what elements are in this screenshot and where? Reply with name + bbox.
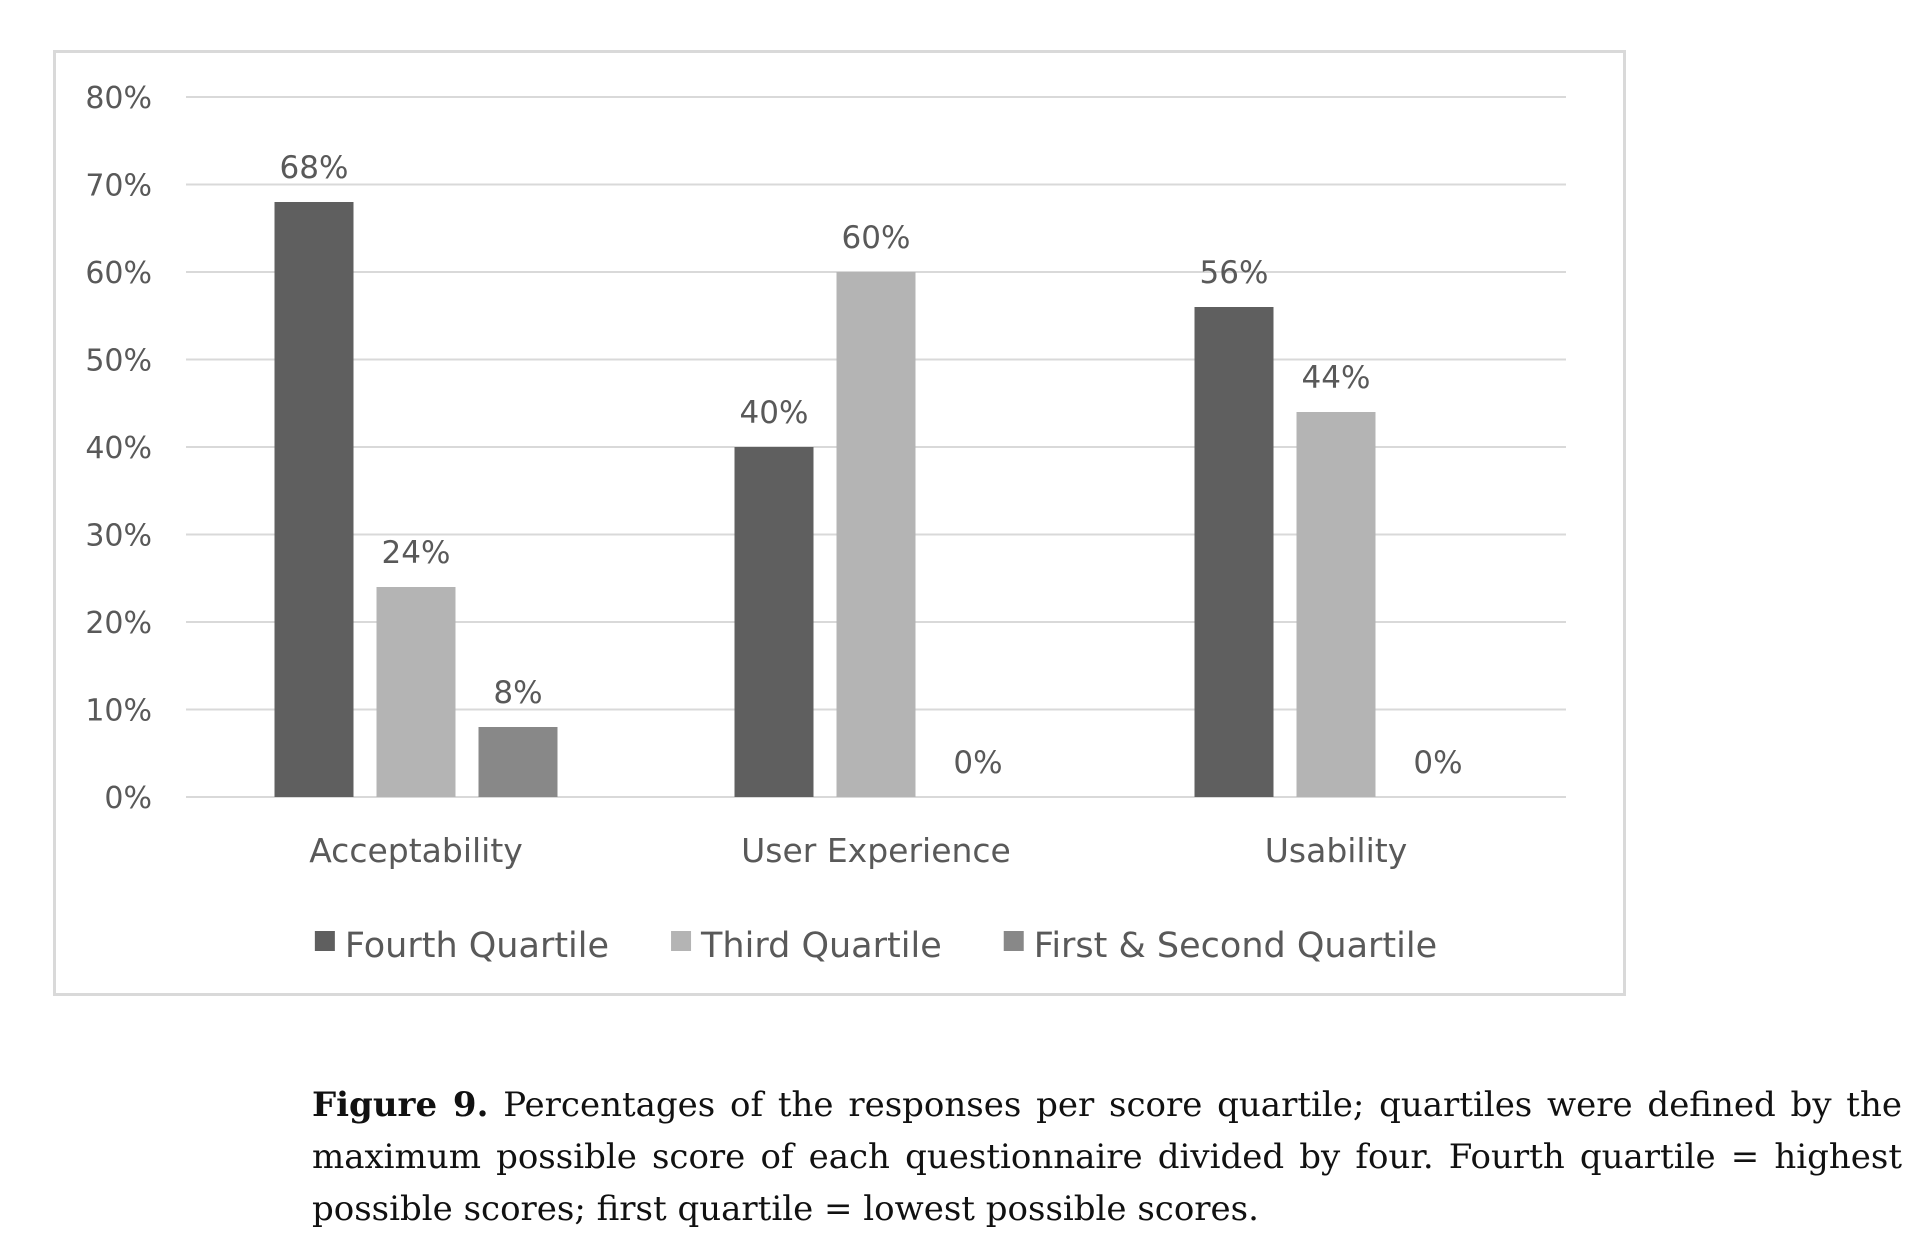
x-category-label: Usability xyxy=(1265,831,1408,870)
data-label: 56% xyxy=(1200,255,1269,291)
y-tick-label: 70% xyxy=(85,169,152,204)
legend-swatch xyxy=(314,931,335,951)
y-tick-label: 60% xyxy=(85,256,152,291)
y-tick-label: 10% xyxy=(85,694,152,729)
y-tick-label: 0% xyxy=(104,781,152,816)
data-label: 0% xyxy=(1413,745,1462,781)
bar xyxy=(1296,412,1376,797)
bar xyxy=(836,272,916,797)
x-category-label: Acceptability xyxy=(309,831,523,870)
figure-caption: Figure 9. Percentages of the responses p… xyxy=(312,1079,1902,1235)
x-category-label: User Experience xyxy=(741,831,1011,870)
y-tick-label: 30% xyxy=(85,519,152,554)
legend-swatch xyxy=(671,931,692,951)
bar xyxy=(274,202,354,797)
y-tick-label: 20% xyxy=(85,606,152,641)
legend-label: First & Second Quartile xyxy=(1034,926,1437,966)
bar xyxy=(376,587,456,797)
data-label: 40% xyxy=(740,395,809,431)
data-label: 8% xyxy=(493,675,542,711)
legend-swatch xyxy=(1003,931,1024,951)
caption-label: Figure 9. xyxy=(312,1085,489,1125)
legend-label: Third Quartile xyxy=(700,926,942,966)
legend-label: Fourth Quartile xyxy=(345,926,609,966)
bar xyxy=(1194,307,1274,797)
caption-text: Percentages of the responses per score q… xyxy=(312,1085,1902,1229)
y-tick-label: 50% xyxy=(85,344,152,379)
bar xyxy=(478,727,558,797)
y-tick-label: 40% xyxy=(85,431,152,466)
data-label: 44% xyxy=(1302,360,1371,396)
y-tick-label: 80% xyxy=(85,81,152,116)
bar-chart: 0% 10% 20% 30% 40% 50% 60% 70% 80% 68% 24% 8% Accept… xyxy=(85,81,1566,966)
chart-frame: 0% 10% 20% 30% 40% 50% 60% 70% 80% 68% 24% 8% Accept… xyxy=(53,50,1626,996)
data-label: 0% xyxy=(953,745,1002,781)
data-label: 68% xyxy=(280,150,349,186)
data-label: 60% xyxy=(842,220,911,256)
bar xyxy=(734,447,814,797)
data-label: 24% xyxy=(382,535,451,571)
